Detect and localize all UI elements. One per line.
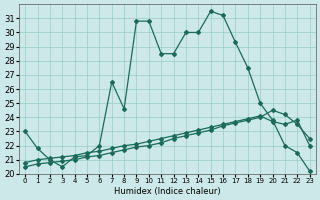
X-axis label: Humidex (Indice chaleur): Humidex (Indice chaleur) <box>114 187 221 196</box>
